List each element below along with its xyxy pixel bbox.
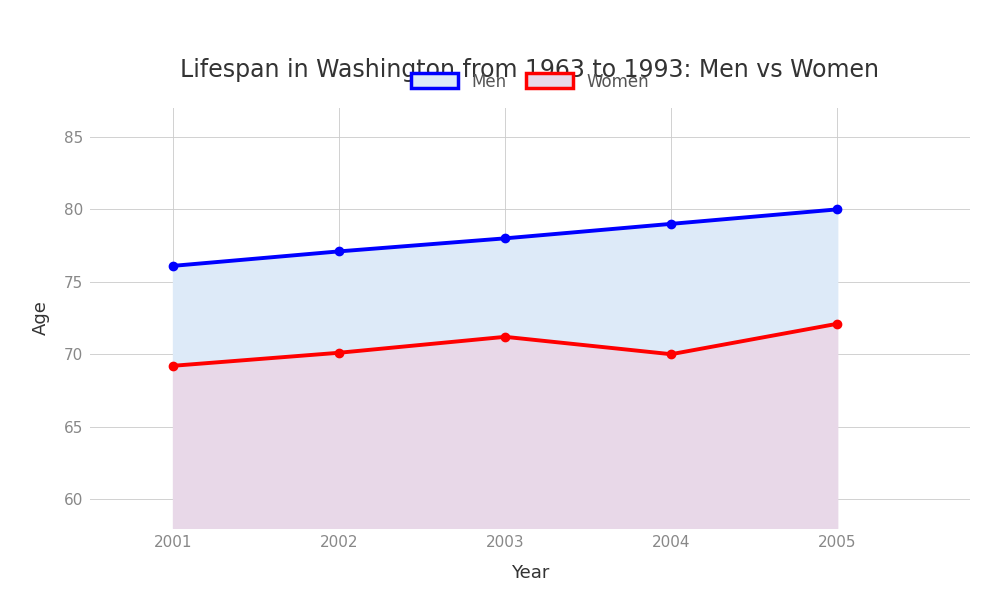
Y-axis label: Age: Age <box>32 301 50 335</box>
X-axis label: Year: Year <box>511 564 549 582</box>
Legend: Men, Women: Men, Women <box>404 66 656 97</box>
Title: Lifespan in Washington from 1963 to 1993: Men vs Women: Lifespan in Washington from 1963 to 1993… <box>180 58 880 82</box>
